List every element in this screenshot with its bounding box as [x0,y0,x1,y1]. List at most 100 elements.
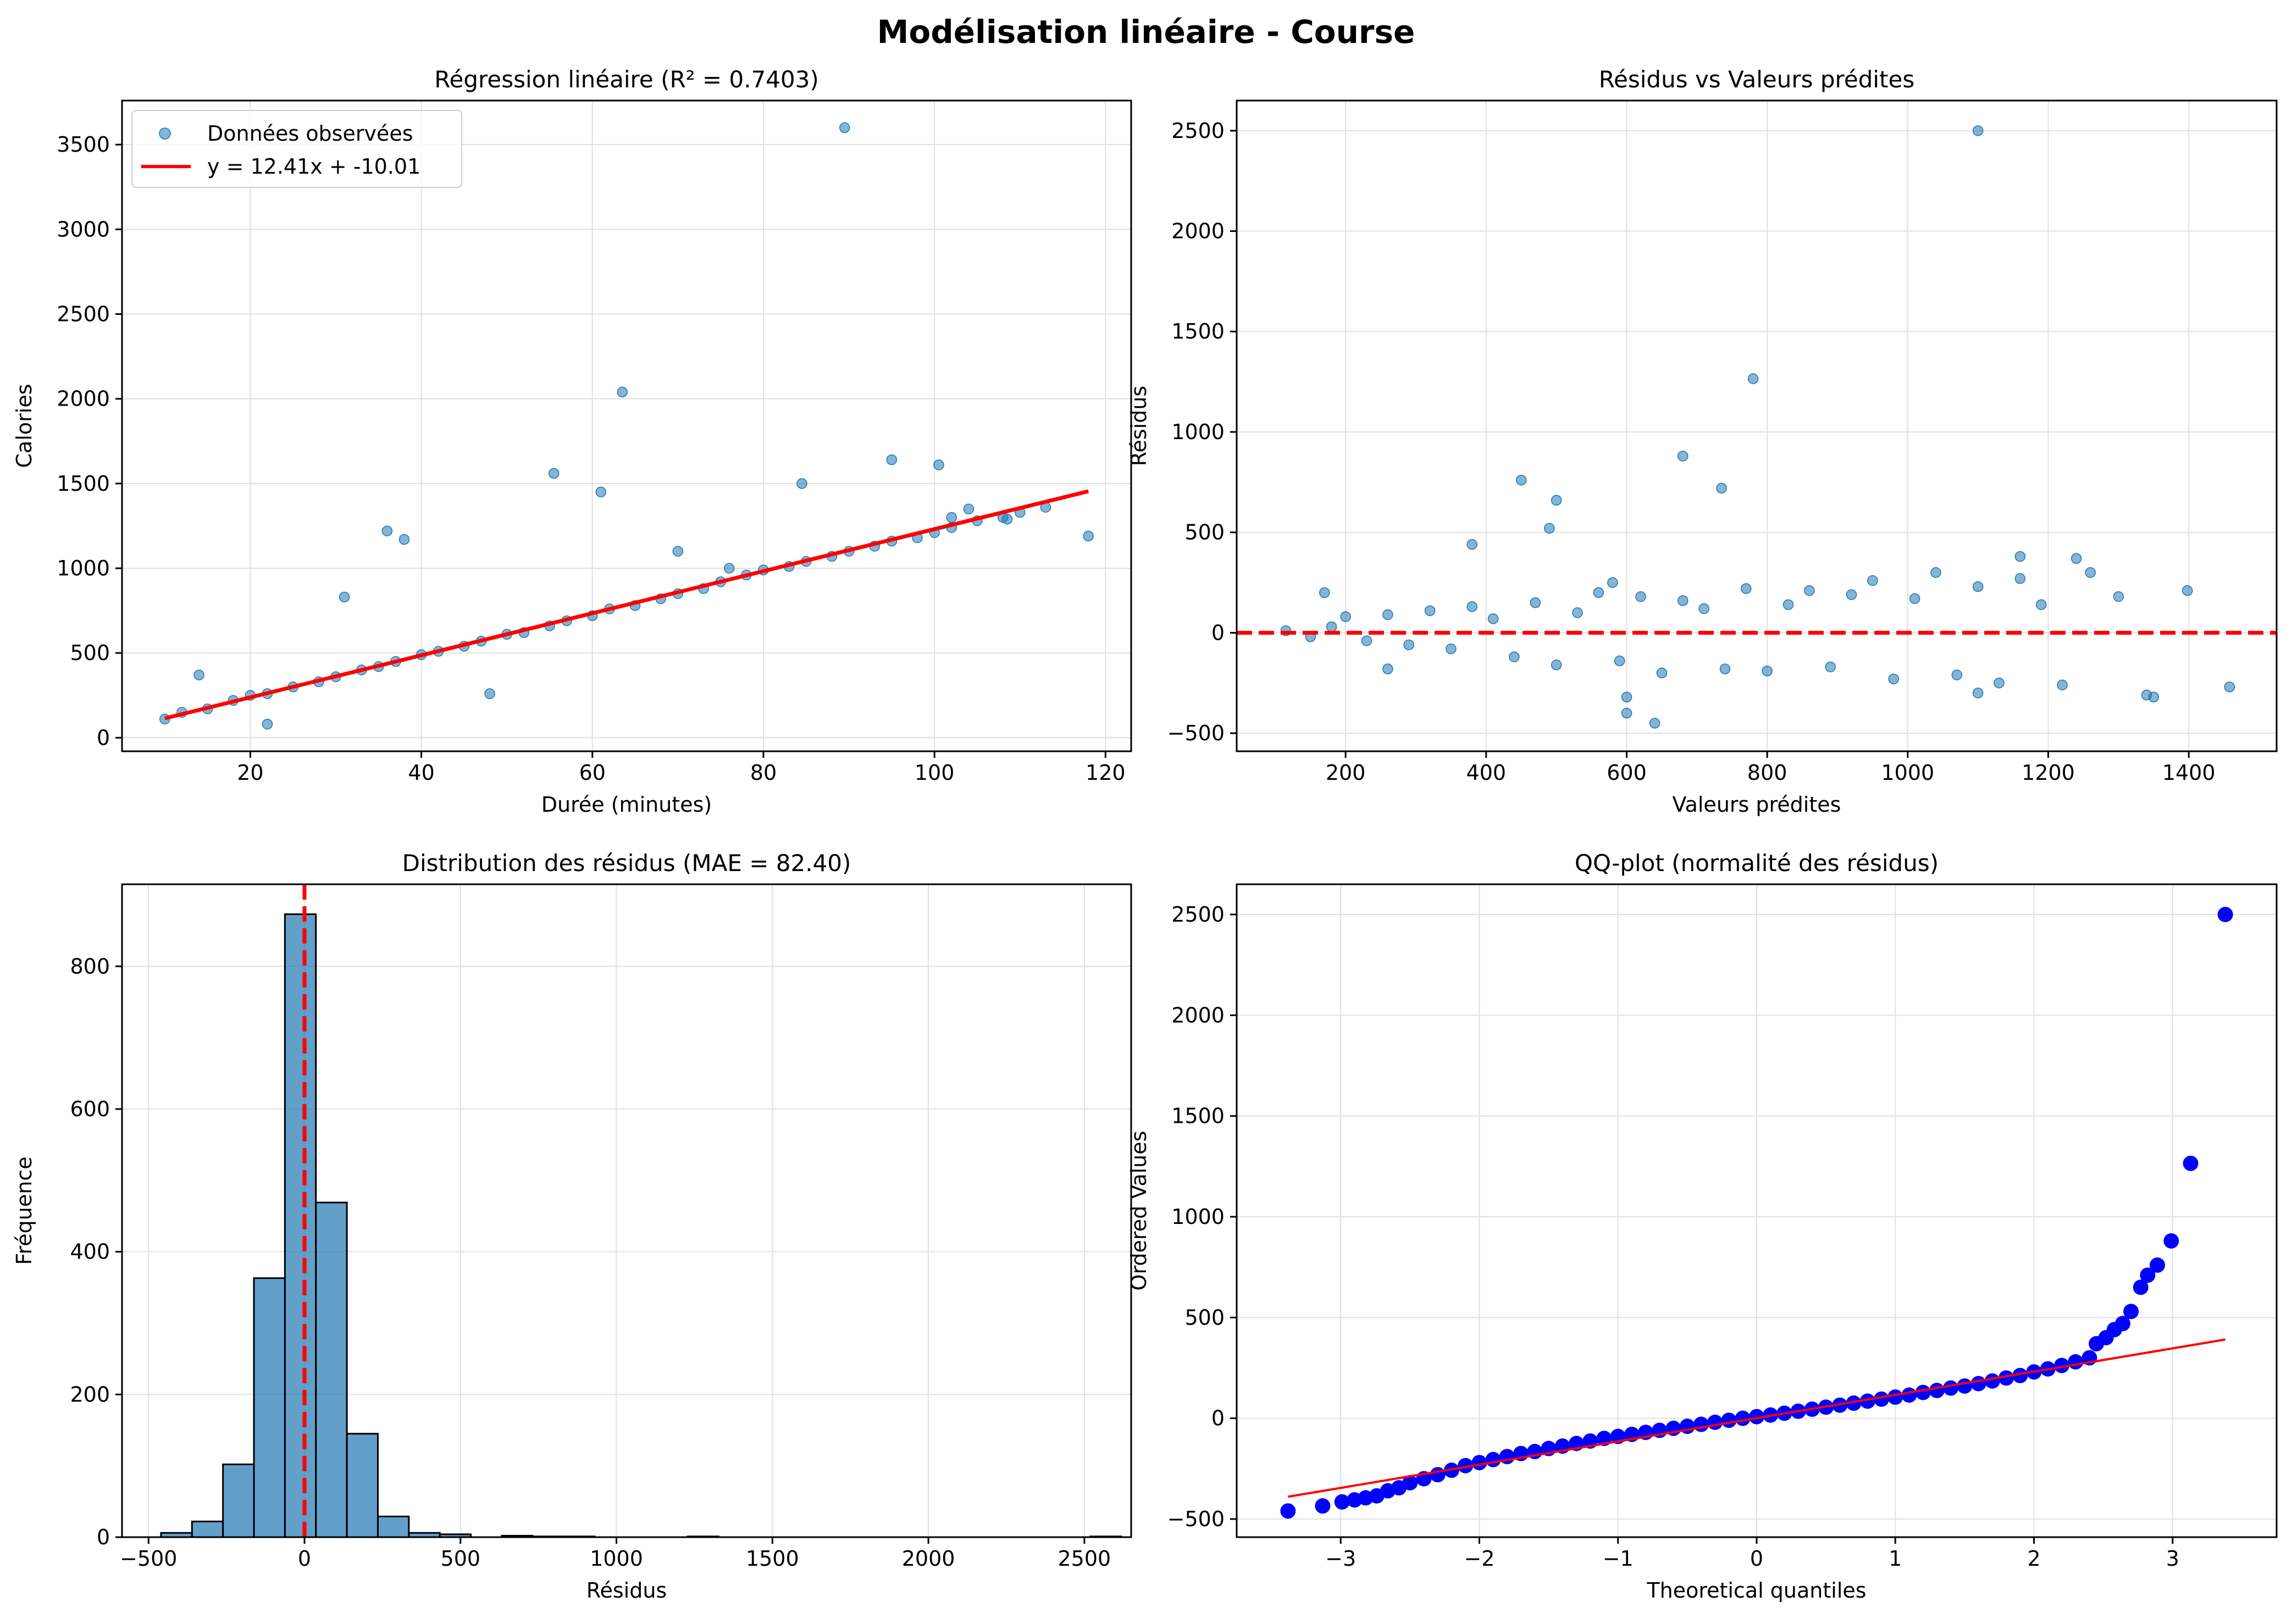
residuals-data-point [1319,587,1330,598]
residuals-data-point [1867,575,1878,586]
qq-plot-data-point [2123,1304,2139,1320]
residuals-data-point [1614,655,1625,667]
histogram-bar [377,1515,410,1538]
qq-plot-x-tick-label: 3 [2166,1547,2179,1571]
residuals-data-point [2014,551,2026,562]
qq-plot-data-point [1874,1391,1890,1407]
qq-plot-y-tick-label: 1500 [1171,1104,1225,1128]
regression-y-tick-label: 500 [70,641,110,665]
residuals-data-point [1326,621,1337,633]
residuals-data-point [1762,666,1773,677]
regression-data-point [723,563,735,574]
qq-plot-data-point [1887,1389,1903,1405]
residuals-data-point [1972,125,1984,136]
residuals-data-point [1888,673,1900,685]
qq-plot-y-label: Ordered Values [1127,1131,1151,1291]
qq-plot-data-point [1280,1503,1296,1519]
histogram-panel: Distribution des résidus (MAE = 82.40) R… [12,850,1132,1603]
regression-y-label: Calories [12,384,36,468]
regression-legend: Données observées y = 12.41x + -10.01 [131,110,462,188]
legend-label-observed: Données observées [207,121,413,146]
residuals-data-point [1466,539,1478,550]
regression-plot-area: 20 40 60 80 100 120 0 500 1000 1500 2000 2500 3000 35… [57,99,1132,785]
qq-plot-data-point [1315,1498,1331,1514]
residuals-data-point [1678,595,1688,606]
regression-data-point [946,512,957,523]
regression-data-point [1083,530,1094,542]
residuals-data-point [1698,603,1709,614]
histogram-title: Distribution des résidus (MAE = 82.40) [402,850,851,877]
residuals-data-point [1741,583,1752,594]
qq-plot-data-point [2053,1357,2069,1373]
residuals-data-point [1635,591,1646,602]
residuals-y-tick-label: 1000 [1171,420,1225,444]
regression-data-point [381,525,393,536]
residuals-data-point [1509,651,1520,662]
regression-data-point [548,468,560,479]
residuals-axes-frame [1236,99,2278,752]
residuals-x-tick-label: 200 [1326,761,1366,785]
qq-plot-x-tick-label: −2 [1464,1547,1494,1571]
histogram-bar [346,1433,379,1538]
qq-plot-grid [1237,884,2277,1537]
regression-data-point [339,591,350,603]
residuals-data-point [1909,593,1920,605]
qq-plot-data-point [1915,1384,1931,1400]
residuals-data-point [2224,681,2235,692]
residuals-data-point [1716,483,1727,494]
figure-suptitle: Modélisation linéaire - Course [877,13,1415,51]
regression-data-point [963,503,975,514]
regression-y-tick-label: 2500 [57,302,110,326]
residuals-data-point [2014,573,2026,584]
regression-grid [122,101,1131,751]
residuals-marks [1280,125,2235,729]
residuals-y-tick-label: 2500 [1171,119,1225,143]
residuals-data-point [1403,639,1414,651]
regression-data-point [672,546,684,557]
residuals-x-tick-label: 1200 [2022,761,2075,785]
regression-y-tick-label: 3500 [57,132,110,157]
qq-plot-data-point [1721,1412,1737,1428]
residuals-data-point [1572,607,1583,618]
qq-plot-x-tick-label: −1 [1603,1547,1634,1571]
regression-data-point [1001,513,1013,525]
regression-y-tick-label: 1000 [57,556,110,580]
histogram-x-tick-label: 1500 [746,1547,799,1571]
histogram-x-tick-label: 500 [441,1547,481,1571]
qq-plot-y-tick-label: −500 [1167,1507,1225,1531]
qq-plot-data-point [1693,1416,1709,1432]
residuals-plot-area: 200 400 600 800 1000 1200 1400 −500 0 500 1000 1500… [1167,99,2278,785]
residuals-data-point [1424,605,1436,616]
qq-plot-data-point [1943,1380,1959,1396]
residuals-data-point [1782,599,1794,610]
qq-plot-data-point [1929,1383,1945,1399]
residuals-data-point [1382,663,1393,674]
residuals-y-label: Résidus [1127,386,1151,466]
residuals-x-tick-label: 1000 [1881,761,1934,785]
qq-plot-data-point [1402,1475,1418,1490]
qq-plot-data-point [1998,1370,2014,1386]
residuals-y-tick-label: 1500 [1171,319,1225,343]
legend-marker-observed [159,128,171,140]
histogram-bar [284,913,317,1538]
residuals-data-point [1930,567,1941,578]
residuals-data-point [2182,585,2193,596]
qq-plot-y-tick-label: 2000 [1171,1003,1225,1027]
residuals-data-point [2148,691,2160,703]
residuals-data-point [2113,591,2124,602]
qq-plot-ticks: −3 −2 −1 0 1 2 3 −500 0 500 1000 1500 2000 2500 [1167,902,2179,1571]
qq-plot-data-point [2133,1279,2149,1295]
legend-box [131,110,462,188]
regression-x-tick-label: 60 [579,761,606,785]
residuals-y-tick-label: 2000 [1171,219,1225,243]
histogram-x-tick-label: 1000 [590,1547,643,1571]
residuals-data-point [1593,587,1604,598]
qq-plot-title: QQ-plot (normalité des résidus) [1575,850,1939,877]
regression-title: Régression linéaire (R² = 0.7403) [434,66,818,93]
residuals-y-tick-label: 0 [1211,620,1225,645]
qq-plot-data-point [1334,1494,1350,1510]
qq-plot-data-point [1859,1393,1875,1409]
regression-fit-line [164,489,1089,720]
